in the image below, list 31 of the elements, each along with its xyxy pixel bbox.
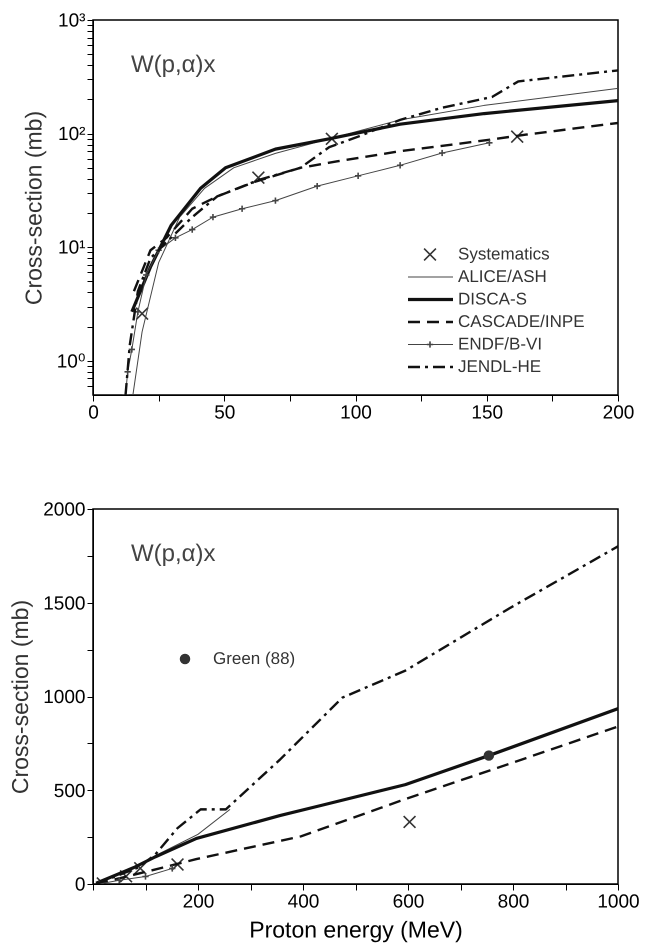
legend-label: CASCADE/INPE — [458, 312, 585, 331]
x-tick-label: 0 — [88, 402, 99, 424]
y-tick-label: 500 — [54, 780, 86, 802]
x-tick-label: 150 — [471, 402, 504, 424]
x-tick-label: 400 — [288, 892, 320, 912]
legend-label: Green (88) — [213, 649, 296, 668]
y-axis-title: Cross-section (mb) — [20, 110, 47, 306]
y-tick-label: 1500 — [43, 593, 86, 614]
legend-label: Systematics — [458, 244, 550, 264]
x-tick-label: 50 — [214, 402, 236, 424]
x-tick-label: 600 — [392, 892, 424, 912]
x-tick-label: 1000 — [597, 892, 640, 912]
y-tick-label: 0 — [74, 874, 86, 896]
x-tick-label: 800 — [498, 892, 530, 912]
y-tick-label: 2000 — [43, 500, 86, 520]
legend-label: ENDF/B-VI — [458, 334, 542, 354]
legend-label: ALICE/ASH — [458, 267, 547, 286]
annotation: W(p,α)x — [131, 51, 216, 78]
legend-label: DISCA-S — [458, 290, 527, 308]
x-tick-label: 200 — [182, 892, 214, 912]
y-tick-label: 10³ — [58, 10, 86, 32]
legend-label: JENDL-HE — [458, 357, 542, 376]
x-tick-label: 100 — [340, 402, 372, 424]
x-tick-label: 200 — [602, 402, 634, 424]
y-axis-title: Cross-section (mb) — [7, 600, 34, 794]
y-tick-label: 10¹ — [58, 238, 86, 259]
x-axis-title: Proton energy (MeV) — [249, 916, 463, 942]
y-tick-label: 10² — [58, 124, 86, 146]
y-tick-label: 10⁰ — [56, 351, 86, 372]
y-tick-label: 1000 — [43, 687, 86, 708]
annotation: W(p,α)x — [131, 540, 216, 567]
